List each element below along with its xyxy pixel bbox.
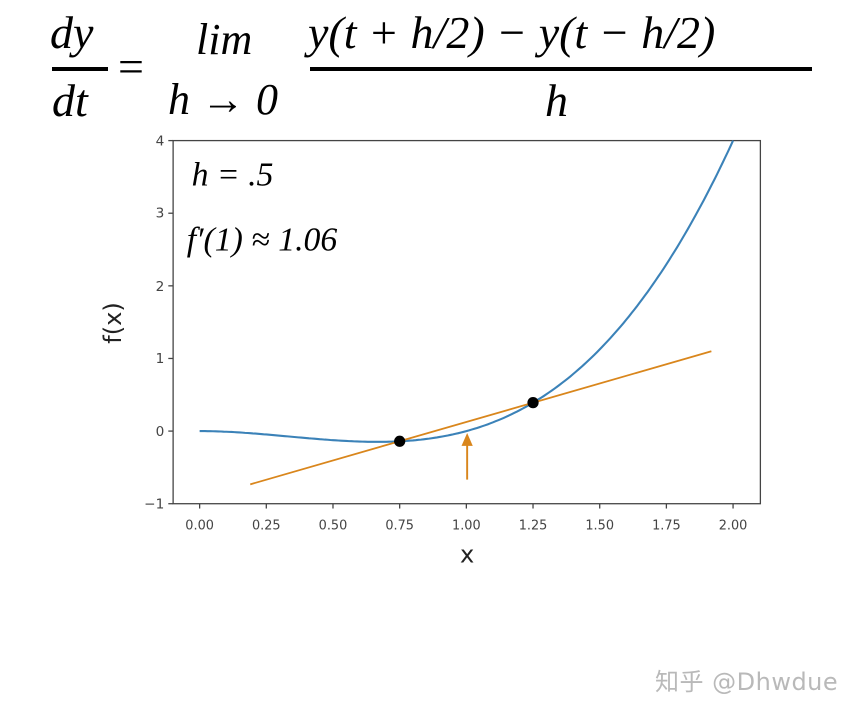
- point-x-1.25: [527, 397, 539, 409]
- x-axis-tick-labels: 0.00 0.25 0.50 0.75 1.00 1.25 1.50 1.75 …: [185, 518, 747, 533]
- annotation-derivative: f′(1) ≈ 1.06: [187, 222, 338, 259]
- formula-lim: lim: [196, 15, 253, 64]
- x-tick-0.00: 0.00: [185, 518, 214, 533]
- derivative-formula: dy dt = lim h → 0 y(t + h/2) − y(t − h/2…: [0, 0, 862, 140]
- formula-rhs-denominator: h: [545, 75, 568, 126]
- y-tick-0: 0: [156, 424, 165, 440]
- y-axis-ticks: [168, 139, 174, 505]
- y-axis-label: f(x): [99, 302, 127, 344]
- x-tick-1.25: 1.25: [519, 518, 548, 533]
- y-tick-neg1: −1: [144, 497, 164, 513]
- watermark: 知乎 @Dhwdue: [655, 668, 839, 696]
- point-x-0.75: [394, 435, 406, 447]
- arrow-up-icon: [461, 433, 473, 480]
- annotation-h: h = .5: [192, 157, 274, 194]
- function-curve: [199, 140, 735, 443]
- x-tick-1.00: 1.00: [452, 518, 481, 533]
- x-tick-0.50: 0.50: [319, 518, 348, 533]
- function-plot: 4 3 2 1 0 −1 0.00 0.25 0.50 0.75 1.00 1.…: [99, 133, 762, 568]
- x-tick-0.75: 0.75: [385, 518, 414, 533]
- formula-lhs-denominator: dt: [52, 75, 88, 126]
- y-tick-2: 2: [156, 279, 165, 295]
- x-tick-1.75: 1.75: [652, 518, 681, 533]
- secant-line: [249, 350, 712, 486]
- y-axis-tick-labels: 4 3 2 1 0 −1: [144, 133, 164, 512]
- formula-equals: =: [118, 41, 144, 92]
- y-tick-1: 1: [156, 351, 165, 367]
- x-tick-0.25: 0.25: [252, 518, 281, 533]
- formula-rhs-fraction-bar: [310, 67, 812, 71]
- x-axis-ticks: [198, 503, 734, 509]
- x-axis-label: x: [460, 540, 474, 568]
- formula-lhs-fraction-bar: [52, 67, 108, 71]
- y-tick-3: 3: [156, 206, 165, 222]
- formula-lim-subscript: h → 0: [168, 75, 278, 124]
- x-tick-1.50: 1.50: [585, 518, 614, 533]
- formula-lhs-numerator: dy: [50, 7, 94, 58]
- y-tick-4: 4: [156, 133, 165, 149]
- formula-rhs-numerator: y(t + h/2) − y(t − h/2): [308, 7, 716, 58]
- x-tick-2.00: 2.00: [719, 518, 748, 533]
